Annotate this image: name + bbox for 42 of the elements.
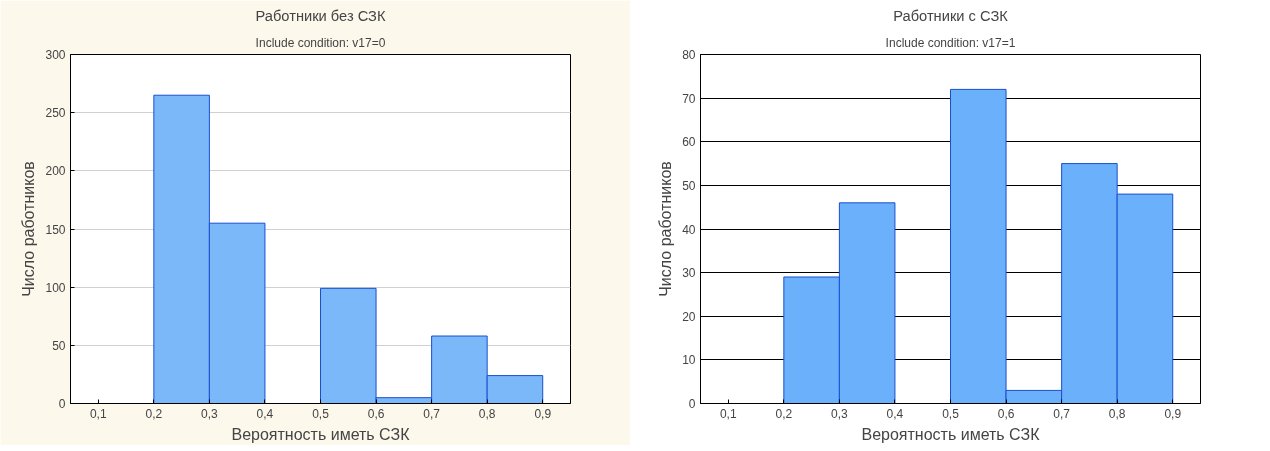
y-tick-label: 0 xyxy=(688,397,696,411)
x-tick-label: 0,2 xyxy=(145,406,163,421)
x-axis-title: Вероятность иметь СЗК xyxy=(231,425,411,443)
x-tick-label: 0,9 xyxy=(534,406,552,421)
chart-subtitle: Include condition: v17=0 xyxy=(255,35,386,50)
y-axis-title: Число работников xyxy=(657,161,675,297)
y-tick-label: 50 xyxy=(52,338,66,353)
x-tick-label: 0,6 xyxy=(997,406,1015,421)
y-tick-label: 50 xyxy=(682,178,696,193)
y-tick-label: 10 xyxy=(682,353,696,368)
y-tick-label: 300 xyxy=(45,48,66,62)
x-tick-label: 0,1 xyxy=(719,406,737,421)
y-tick-label: 200 xyxy=(45,164,66,179)
chart-title: Работники с СЗК xyxy=(893,7,1009,24)
y-tick-label: 60 xyxy=(682,135,696,150)
x-axis-title: Вероятность иметь СЗК xyxy=(861,425,1041,443)
x-tick-label: 0,8 xyxy=(1108,406,1126,421)
y-tick-label: 0 xyxy=(58,397,66,411)
x-tick-label: 0,8 xyxy=(478,406,496,421)
y-axis-title: Число работников xyxy=(20,161,38,297)
chart-title: Работники без СЗК xyxy=(255,7,386,24)
chart-subtitle: Include condition: v17=1 xyxy=(885,35,1016,50)
x-tick-label: 0,4 xyxy=(886,406,904,421)
x-tick-label: 0,5 xyxy=(312,406,330,421)
x-tick-label: 0,1 xyxy=(89,406,107,421)
y-tick-label: 250 xyxy=(45,106,66,121)
x-tick-label: 0,7 xyxy=(423,406,441,421)
x-tick-label: 0,3 xyxy=(831,406,849,421)
x-tick-label: 0,7 xyxy=(1053,406,1071,421)
x-tick-label: 0,2 xyxy=(775,406,793,421)
y-tick-label: 30 xyxy=(682,266,696,281)
x-tick-label: 0,9 xyxy=(1164,406,1182,421)
y-tick-label: 40 xyxy=(682,222,696,237)
x-tick-label: 0,3 xyxy=(201,406,219,421)
x-tick-label: 0,5 xyxy=(942,406,960,421)
y-tick-label: 20 xyxy=(682,309,696,324)
x-tick-label: 0,4 xyxy=(256,406,274,421)
y-tick-label: 70 xyxy=(682,91,696,106)
y-tick-label: 150 xyxy=(45,222,66,237)
y-tick-label: 80 xyxy=(682,48,696,62)
y-tick-label: 100 xyxy=(45,280,66,295)
x-tick-label: 0,6 xyxy=(367,406,385,421)
